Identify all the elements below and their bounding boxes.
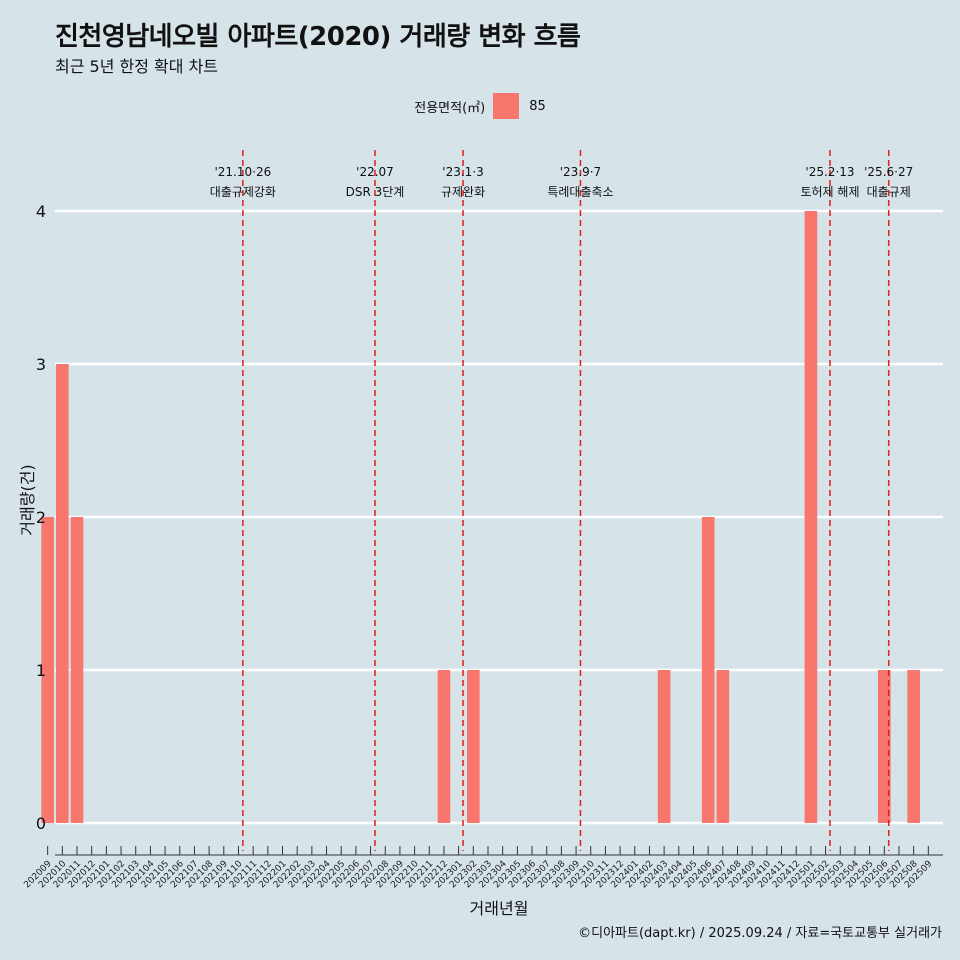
bar xyxy=(467,670,480,823)
bar xyxy=(877,670,891,823)
event-label: 규제완화 xyxy=(441,185,485,199)
legend-title: 전용면적(㎡) xyxy=(414,100,486,116)
bar xyxy=(907,670,920,823)
chart-subtitle: 최근 5년 한정 확대 차트 xyxy=(55,57,219,76)
bar xyxy=(437,670,451,823)
event-date: '22.07 xyxy=(356,165,394,179)
event-label: DSR 3단계 xyxy=(346,185,405,199)
event-label: 대출규제강화 xyxy=(210,185,276,199)
event-label: 토허제 해제 xyxy=(800,185,859,199)
event-date: '25.6·27 xyxy=(864,165,913,179)
bar xyxy=(70,517,84,823)
x-axis-title: 거래년월 xyxy=(470,899,529,918)
bar xyxy=(56,364,69,823)
bar xyxy=(716,670,730,823)
y-tick-label: 1 xyxy=(36,661,46,680)
y-tick-label: 0 xyxy=(36,814,46,833)
event-date: '23.9·7 xyxy=(560,165,601,179)
event-date: '25.2·13 xyxy=(805,165,854,179)
bar xyxy=(701,517,715,823)
y-tick-label: 4 xyxy=(36,202,46,221)
legend-swatch xyxy=(493,93,520,119)
event-date: '21.10·26 xyxy=(214,165,271,179)
event-label: 특례대출축소 xyxy=(547,185,613,199)
event-date: '23.1·3 xyxy=(442,165,483,179)
event-label: 대출규제 xyxy=(867,185,911,199)
chart-title: 진천영남네오빌 아파트(2020) 거래량 변화 흐름 xyxy=(55,22,581,52)
source-caption: ©디아파트(dapt.kr) / 2025.09.24 / 자료=국토교통부 실… xyxy=(578,926,942,941)
bar xyxy=(804,211,818,823)
legend-label: 85 xyxy=(529,98,546,114)
bar xyxy=(657,670,671,823)
y-axis-title: 거래량(건) xyxy=(18,464,37,535)
y-tick-label: 2 xyxy=(36,508,46,527)
y-tick-label: 3 xyxy=(36,355,46,374)
legend: 전용면적(㎡) 85 xyxy=(0,93,960,119)
bar xyxy=(41,517,54,823)
